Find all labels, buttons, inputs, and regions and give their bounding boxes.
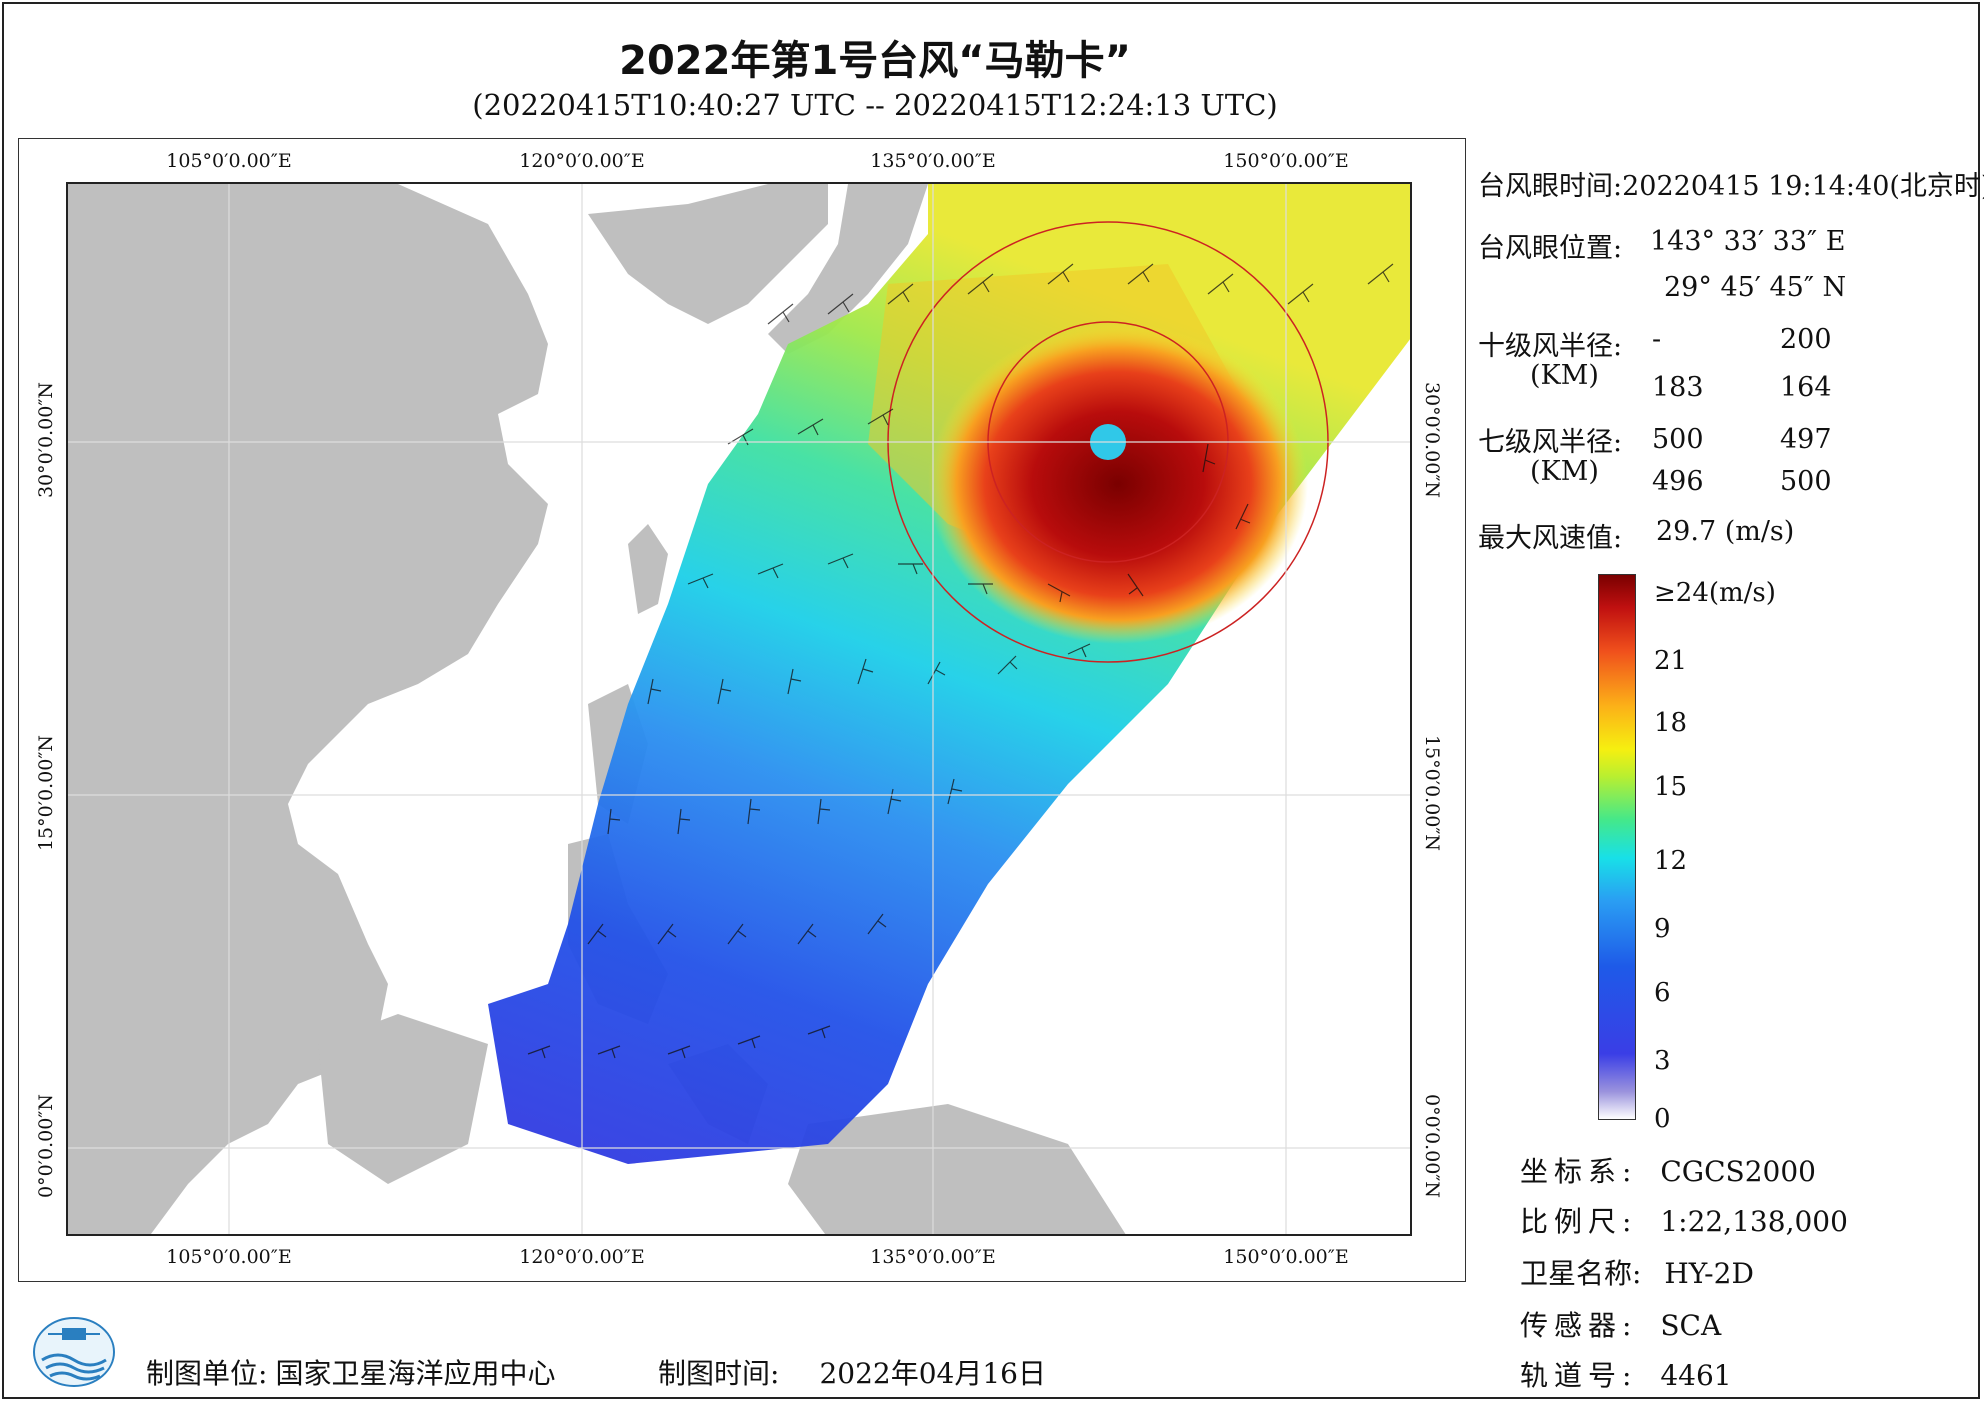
max-wind-label: 最大风速值: [1478, 523, 1623, 554]
legend-tick-3: 3 [1654, 1046, 1671, 1076]
r10-unit: (KM) [1530, 360, 1599, 391]
legend-tick-0: 0 [1654, 1104, 1671, 1134]
orbit-label: 轨道号: [1520, 1359, 1638, 1392]
lon-label-top-120: 120°0′0.00″E [519, 150, 645, 172]
sensor-label: 传感器: [1520, 1309, 1638, 1342]
r10-value-ne: - [1652, 324, 1662, 355]
footer-time-value: 2022年04月16日 [819, 1357, 1046, 1390]
map-frame [18, 138, 1466, 1282]
eye-time: 台风眼时间:20220415 19:14:40(北京时) [1478, 164, 1984, 203]
graticule [68, 184, 1410, 1234]
lon-label-bottom-105: 105°0′0.00″E [166, 1246, 292, 1268]
footer-time-label: 制图时间: [658, 1357, 780, 1390]
eye-time-value: 20220415 19:14:40(北京时) [1622, 171, 1984, 202]
crs-value: CGCS2000 [1660, 1155, 1816, 1188]
lat-label-right-30: 30°0′0.00″N [1421, 381, 1443, 499]
agency-logo [28, 1310, 120, 1392]
legend-tick-15: 15 [1654, 772, 1688, 802]
lon-label-top-150: 150°0′0.00″E [1223, 150, 1349, 172]
footer-time: 制图时间: 2022年04月16日 [658, 1352, 1046, 1392]
footer-unit: 制图单位: 国家卫星海洋应用中心 [146, 1352, 555, 1392]
r10-value-sw: 183 [1652, 372, 1704, 403]
footer-unit-label: 制图单位: [146, 1357, 268, 1390]
crs-label: 坐标系: [1520, 1155, 1638, 1188]
lon-label-bottom-135: 135°0′0.00″E [870, 1246, 996, 1268]
eye-longitude: 143° 33′ 33″ E [1650, 226, 1846, 257]
r7-unit: (KM) [1530, 456, 1599, 487]
sensor-value: SCA [1660, 1309, 1722, 1342]
lat-label-left-0: 0°0′0.00″N [35, 1093, 57, 1199]
legend-tick-18: 18 [1654, 708, 1688, 738]
map-subtitle: (20220415T10:40:27 UTC -- 20220415T12:24… [472, 88, 1278, 122]
map-title: 2022年第1号台风“马勒卡” [619, 38, 1131, 84]
wind-speed-legend-bar [1598, 574, 1636, 1120]
lat-label-right-0: 0°0′0.00″N [1421, 1093, 1443, 1199]
r10-label: 十级风半径: [1478, 331, 1623, 362]
orbit-row: 轨道号: 4461 [1520, 1354, 1732, 1394]
r7-value-sw: 496 [1652, 466, 1704, 497]
max-wind-value: 29.7 (m/s) [1656, 516, 1795, 547]
eye-position-label: 台风眼位置: [1478, 233, 1623, 264]
scale-label: 比例尺: [1520, 1205, 1638, 1238]
r10-value-se: 200 [1780, 324, 1832, 355]
orbit-value: 4461 [1660, 1359, 1732, 1392]
satellite-row: 卫星名称: HY-2D [1520, 1252, 1754, 1292]
eye-time-label: 台风眼时间: [1478, 171, 1623, 202]
legend-tick-12: 12 [1654, 846, 1688, 876]
wind-field-map [66, 182, 1412, 1236]
wind-swath [488, 184, 1410, 1164]
scale-row: 比例尺: 1:22,138,000 [1520, 1200, 1848, 1240]
r7-value-ne: 500 [1652, 424, 1704, 455]
lon-label-top-135: 135°0′0.00″E [870, 150, 996, 172]
satellite-label: 卫星名称: [1520, 1257, 1642, 1290]
footer-unit-value: 国家卫星海洋应用中心 [275, 1357, 556, 1390]
sensor-row: 传感器: SCA [1520, 1304, 1721, 1344]
legend-tick-21: 21 [1654, 646, 1688, 676]
eye-latitude: 29° 45′ 45″ N [1664, 272, 1847, 303]
lon-label-top-105: 105°0′0.00″E [166, 150, 292, 172]
map-canvas [68, 184, 1410, 1234]
lon-label-bottom-120: 120°0′0.00″E [519, 1246, 645, 1268]
legend-tick-9: 9 [1654, 914, 1671, 944]
r10-value-nw: 164 [1780, 372, 1832, 403]
wind-barbs [527, 263, 1394, 1059]
lat-label-left-30: 30°0′0.00″N [35, 381, 57, 499]
crs-row: 坐标系: CGCS2000 [1520, 1150, 1816, 1190]
r7-value-nw: 500 [1780, 466, 1832, 497]
r7-label: 七级风半径: [1478, 427, 1623, 458]
lon-label-bottom-150: 150°0′0.00″E [1223, 1246, 1349, 1268]
r7-value-se: 497 [1780, 424, 1832, 455]
legend-tick-24: ≥24(m/s) [1654, 578, 1776, 608]
scale-value: 1:22,138,000 [1660, 1205, 1848, 1238]
legend-tick-6: 6 [1654, 978, 1671, 1008]
lat-label-left-15: 15°0′0.00″N [35, 734, 57, 852]
satellite-value: HY-2D [1664, 1257, 1754, 1290]
lat-label-right-15: 15°0′0.00″N [1421, 734, 1443, 852]
